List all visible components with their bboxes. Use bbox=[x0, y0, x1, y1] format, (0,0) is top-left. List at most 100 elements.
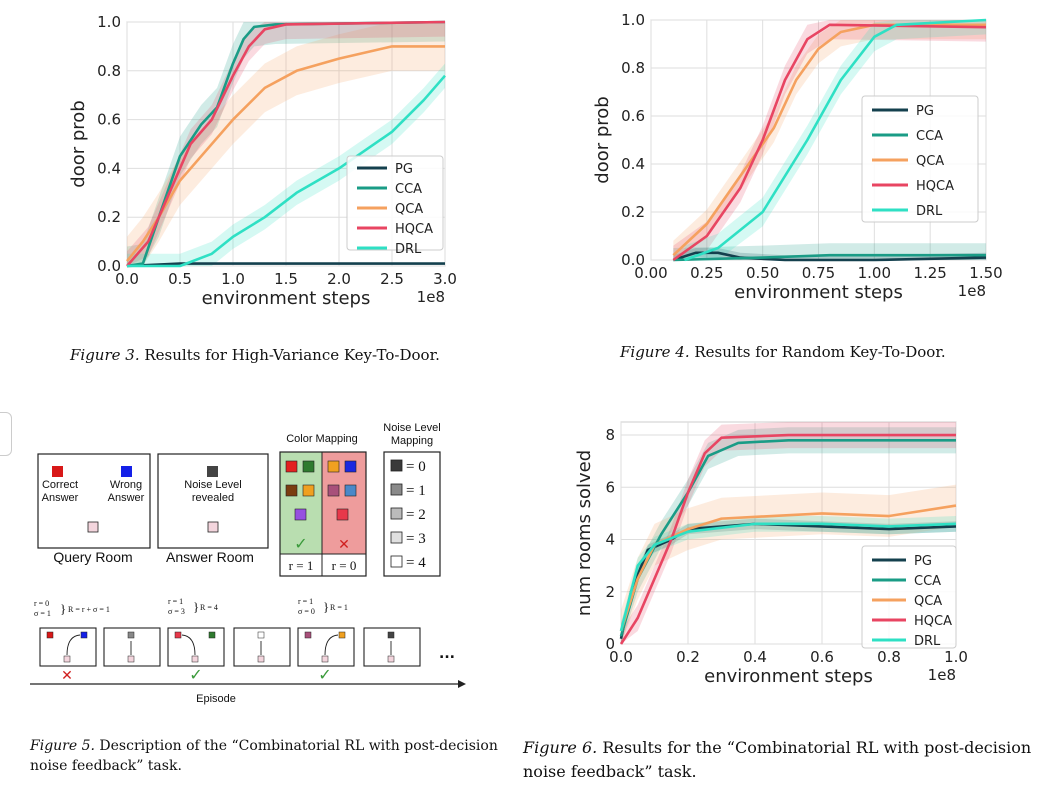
noise-level-swatch bbox=[390, 555, 403, 568]
noise-level-label: = 3 bbox=[406, 531, 426, 547]
fig6-x-tick: 0.2 bbox=[676, 648, 700, 666]
episode-path-arrow bbox=[181, 634, 196, 656]
fig6-legend bbox=[861, 545, 957, 649]
noise-level-label: = 2 bbox=[406, 507, 426, 523]
noise-level-label: = 1 bbox=[406, 483, 426, 499]
fig6-y-tick: 0 bbox=[605, 635, 615, 653]
fig6-legend-label: CCA bbox=[914, 574, 941, 589]
fig4-legend-label: HQCA bbox=[916, 179, 954, 194]
cross-icon: ✕ bbox=[338, 537, 350, 553]
figure-3-caption-text: Results for High-Variance Key-To-Door. bbox=[144, 346, 440, 364]
svg-text:}: } bbox=[323, 599, 329, 614]
episode-room bbox=[363, 627, 421, 667]
fig3-y-tick: 1.0 bbox=[97, 13, 121, 31]
fig4-x-tick: 0.75 bbox=[802, 264, 835, 282]
fig4-legend bbox=[861, 95, 979, 223]
fig6-band-pg bbox=[621, 518, 956, 644]
figure-6-caption-text-2: noise feedback” task. bbox=[523, 762, 697, 781]
side-tab[interactable] bbox=[0, 412, 12, 456]
fig6-y-tick: 8 bbox=[605, 426, 615, 444]
fig6-legend-label: PG bbox=[914, 554, 932, 569]
wrong-answer-square bbox=[121, 466, 132, 477]
fig4-y-tick: 0.6 bbox=[621, 107, 645, 125]
fig3-legend-label: DRL bbox=[395, 242, 422, 257]
fig4-x-tick: 1.00 bbox=[858, 264, 891, 282]
agent-square bbox=[87, 521, 99, 533]
fig3-x-tick: 2.0 bbox=[327, 270, 351, 288]
svg-text:}: } bbox=[193, 599, 199, 614]
fig3-line-qca bbox=[125, 45, 445, 262]
episode-cross-icon: ✕ bbox=[61, 668, 73, 684]
noise-mapping-title-2: Mapping bbox=[391, 435, 433, 447]
noise-level-label: = 0 bbox=[406, 459, 426, 475]
figure-3-chart: 0.0 0.5 1.0 1.5 2.0 2.5 3.00.00.20.40.60.81.0e… bbox=[68, 13, 457, 309]
episode-label: Episode bbox=[196, 693, 236, 705]
fig6-x-scale: 1e8 bbox=[928, 666, 956, 684]
reward-0-label: r = 0 bbox=[332, 558, 357, 573]
noise-level-swatch bbox=[390, 507, 403, 520]
fig3-x-tick: 1.0 bbox=[221, 270, 245, 288]
fig6-y-tick: 2 bbox=[605, 583, 615, 601]
query-room-label: Query Room bbox=[53, 549, 132, 565]
correct-answer-label: Correct bbox=[42, 479, 78, 491]
figure-6-caption-text: Results for the “Combinatorial RL with p… bbox=[602, 738, 1032, 757]
fig3-legend-label: CCA bbox=[395, 182, 422, 197]
fig6-y-tick: 6 bbox=[605, 478, 615, 496]
ann2-R: R = 4 bbox=[200, 603, 218, 612]
figure-4-caption-text: Results for Random Key-To-Door. bbox=[694, 343, 946, 361]
episode-room bbox=[103, 627, 161, 667]
query-room-box bbox=[37, 453, 151, 549]
figure-3-caption: Figure 3. Results for High-Variance Key-… bbox=[70, 346, 440, 364]
fig3-y-label: door prob bbox=[68, 100, 89, 187]
fig3-x-tick: 1.5 bbox=[274, 270, 298, 288]
answer-room-label: Answer Room bbox=[166, 549, 254, 565]
fig4-y-tick: 0.8 bbox=[621, 59, 645, 77]
fig4-band-qca bbox=[673, 20, 986, 260]
fig3-legend-label: PG bbox=[395, 162, 413, 177]
fig3-x-tick: 2.5 bbox=[380, 270, 404, 288]
agent-square-2 bbox=[207, 521, 219, 533]
fig3-line-hqca bbox=[126, 20, 446, 267]
fig4-y-tick: 0.2 bbox=[621, 203, 645, 221]
figure-6-caption: Figure 6. Results for the “Combinatorial… bbox=[523, 736, 1031, 784]
fig4-legend-label: QCA bbox=[916, 154, 944, 169]
figure-5-caption: Figure 5. Description of the “Combinator… bbox=[30, 736, 498, 776]
figure-3-label: Figure 3. bbox=[70, 346, 140, 364]
fig3-legend-label: QCA bbox=[395, 202, 423, 217]
fig6-x-tick: 1.0 bbox=[944, 648, 968, 666]
fig3-legend-label: HQCA bbox=[395, 222, 433, 237]
noise-level-square bbox=[207, 466, 218, 477]
fig3-y-tick: 0.4 bbox=[97, 159, 121, 177]
episode-check-icon-2: ✓ bbox=[318, 665, 331, 684]
fig3-x-scale: 1e8 bbox=[417, 288, 445, 306]
ann1-sigma: σ = 1 bbox=[34, 609, 51, 618]
fig3-y-tick: 0.8 bbox=[97, 62, 121, 80]
noise-mapping-title: Noise Level bbox=[383, 422, 440, 434]
fig3-y-tick: 0.6 bbox=[97, 111, 121, 129]
figure-5-caption-text: Description of the “Combinatorial RL wit… bbox=[99, 738, 498, 754]
figure-4-caption: Figure 4. Results for Random Key-To-Door… bbox=[620, 343, 946, 361]
ellipsis: ... bbox=[439, 646, 455, 662]
ann1-R: R = r + σ = 1 bbox=[68, 605, 110, 614]
fig4-y-label: door prob bbox=[592, 96, 613, 183]
ann1-r: r = 0 bbox=[34, 599, 49, 608]
fig4-x-scale: 1e8 bbox=[958, 282, 986, 300]
noise-revealed-label: Noise Level bbox=[184, 479, 241, 491]
episode-room bbox=[297, 627, 355, 667]
figure-4-label: Figure 4. bbox=[620, 343, 690, 361]
fig4-x-tick: 1.50 bbox=[969, 264, 1002, 282]
answer-room-box bbox=[157, 453, 269, 549]
ann3-sigma: σ = 0 bbox=[298, 607, 315, 616]
fig3-y-tick: 0.2 bbox=[97, 208, 121, 226]
fig4-line-hqca bbox=[672, 23, 987, 262]
fig4-line-qca bbox=[672, 23, 986, 257]
svg-text:}: } bbox=[60, 601, 66, 616]
ann2-r: r = 1 bbox=[168, 597, 183, 606]
fig4-x-tick: 1.25 bbox=[913, 264, 946, 282]
episode-check-icon-1: ✓ bbox=[189, 665, 202, 684]
fig6-x-tick: 0.8 bbox=[877, 648, 901, 666]
fig4-y-tick: 0.4 bbox=[621, 155, 645, 173]
fig4-legend-label: PG bbox=[916, 104, 934, 119]
ann2-sigma: σ = 3 bbox=[168, 607, 185, 616]
fig6-y-label: num rooms solved bbox=[574, 450, 595, 616]
